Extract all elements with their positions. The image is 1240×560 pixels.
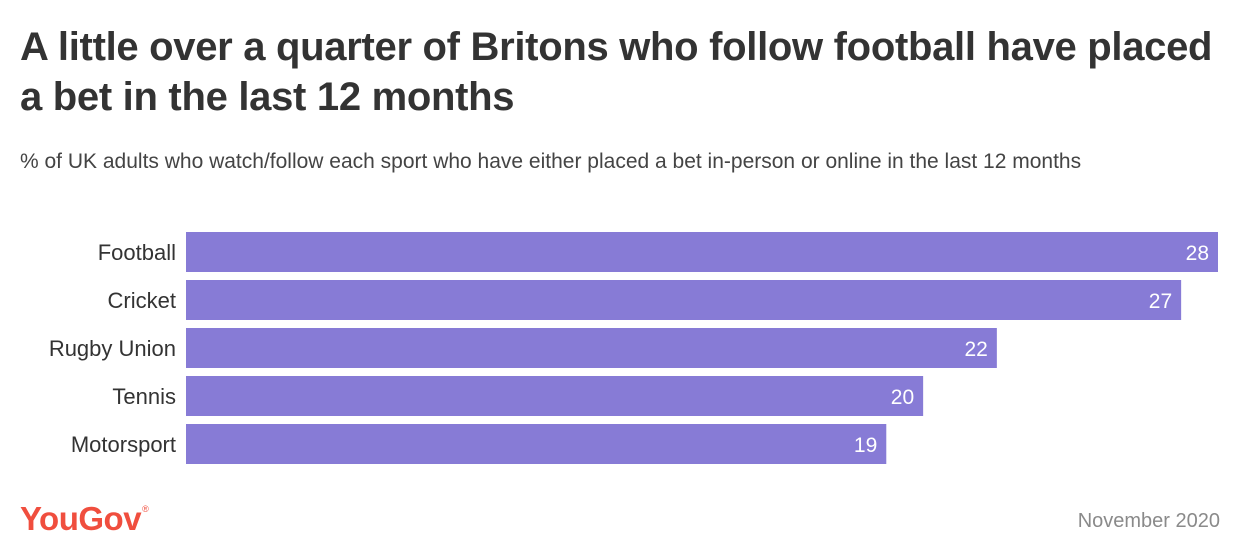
bar-football [186,232,1218,272]
publication-date: November 2020 [1077,510,1220,532]
category-label: Cricket [108,288,176,313]
logo-text: YouGov [20,500,142,537]
bar-tennis [186,376,924,416]
data-label: 28 [1186,242,1209,265]
category-label: Motorsport [71,432,176,457]
bar-rugby-union [186,328,997,368]
data-label: 22 [964,338,987,361]
data-label: 19 [854,434,877,457]
yougov-logo: YouGov® [20,500,149,538]
bar-motorsport [186,424,887,464]
registered-mark: ® [142,504,149,514]
bar-cricket [186,280,1182,320]
chart-subtitle: % of UK adults who watch/follow each spo… [20,150,1082,173]
data-label: 27 [1149,290,1172,313]
category-label: Tennis [112,384,176,409]
category-label: Football [98,240,176,265]
chart-title: A little over a quarter of Britons who f… [20,25,1213,119]
category-label: Rugby Union [49,336,176,361]
data-label: 20 [891,386,914,409]
